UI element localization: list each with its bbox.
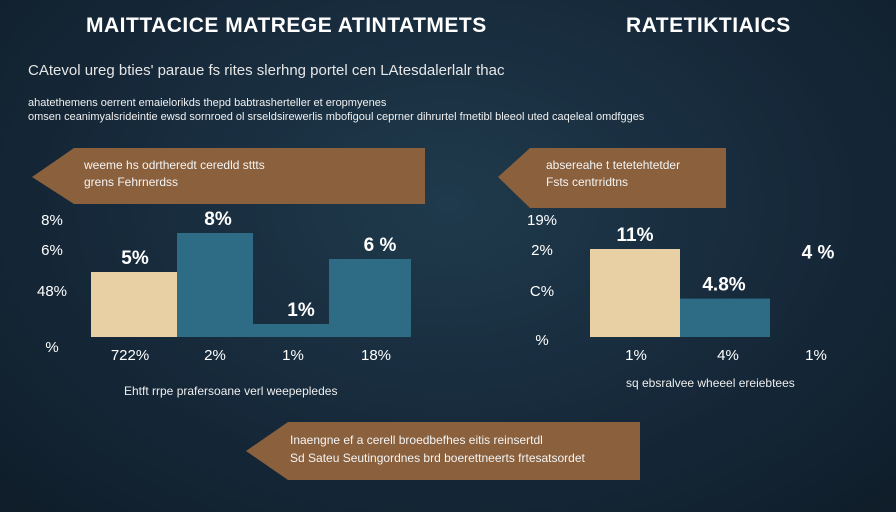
- chart-right-data-label: 4 %: [802, 243, 835, 264]
- page-subtitle: CAtevol ureg bties' paraue fs rites sler…: [28, 62, 505, 79]
- chart-right-data-label: 4.8%: [702, 275, 745, 296]
- chart-right-ytick-label: %: [535, 332, 548, 349]
- chart-left-category-label: 722%: [111, 347, 149, 364]
- banner-right-line-1: absereahe t tetetehtetder: [546, 158, 681, 172]
- chart-left-ytick-label: %: [45, 339, 58, 356]
- page-title-right: RATETIKTIAICS: [626, 14, 791, 37]
- chart-left-data-label: 6 %: [364, 235, 397, 256]
- chart-left-ytick-label: 48%: [37, 283, 67, 300]
- chart-right-category-label: 4%: [717, 347, 739, 364]
- intro-text-line-1: ahatethemens oerrent emaielorikds thepd …: [28, 97, 387, 109]
- banner-right-shape: [498, 148, 726, 208]
- chart-right-bar: [590, 249, 680, 337]
- chart-left-ytick-label: 6%: [41, 242, 63, 259]
- page-title-left: MAITTACICE MATREGE ATINTATMETS: [86, 14, 487, 37]
- chart-right-data-label: 11%: [617, 225, 654, 246]
- chart-left-caption: Ehtft rrpe prafersoane verl weepepledes: [124, 384, 338, 398]
- chart-left-ytick-label: 8%: [41, 212, 63, 229]
- chart-right-category-label: 1%: [805, 347, 827, 364]
- chart-left-bar: [329, 259, 411, 337]
- chart-left-bar: [91, 272, 177, 337]
- chart-left-category-label: 2%: [204, 347, 226, 364]
- intro-text-line-2: omsen ceanimyalsrideintie ewsd sornroed …: [28, 111, 645, 123]
- chart-left-data-label: 1%: [287, 300, 315, 321]
- banner-left-line-1: weeme hs odrtheredt ceredld sttts: [84, 158, 265, 172]
- chart-right-category-label: 1%: [625, 347, 647, 364]
- chart-right-ytick-label: 19%: [527, 212, 557, 229]
- chart-left-category-label: 18%: [361, 347, 391, 364]
- banner-bottom-line-2: Sd Sateu Seutingordnes brd boerettneerts…: [290, 451, 585, 465]
- chart-right-ytick-label: 2%: [531, 242, 553, 259]
- banner-bottom-line-1: Inaengne ef a cerell broedbefhes eitis r…: [290, 433, 543, 447]
- banner-right-line-2: Fsts centrridtns: [546, 175, 629, 189]
- banner-left-shape: [32, 148, 425, 204]
- banner-bottom-shape: [246, 422, 640, 480]
- chart-left-category-label: 1%: [282, 347, 304, 364]
- chart-left-data-label: 5%: [121, 248, 149, 269]
- banner-left-line-2: grens Fehrnerdss: [84, 175, 179, 189]
- chart-right-ytick-label: C%: [530, 283, 554, 300]
- chart-left-data-label: 8%: [204, 209, 232, 230]
- chart-right-caption: sq ebsralvee wheeel ereiebtees: [626, 376, 795, 390]
- chart-left-bar: [177, 233, 253, 337]
- chart-right-bar: [680, 298, 770, 337]
- chart-left-bar: [253, 324, 329, 337]
